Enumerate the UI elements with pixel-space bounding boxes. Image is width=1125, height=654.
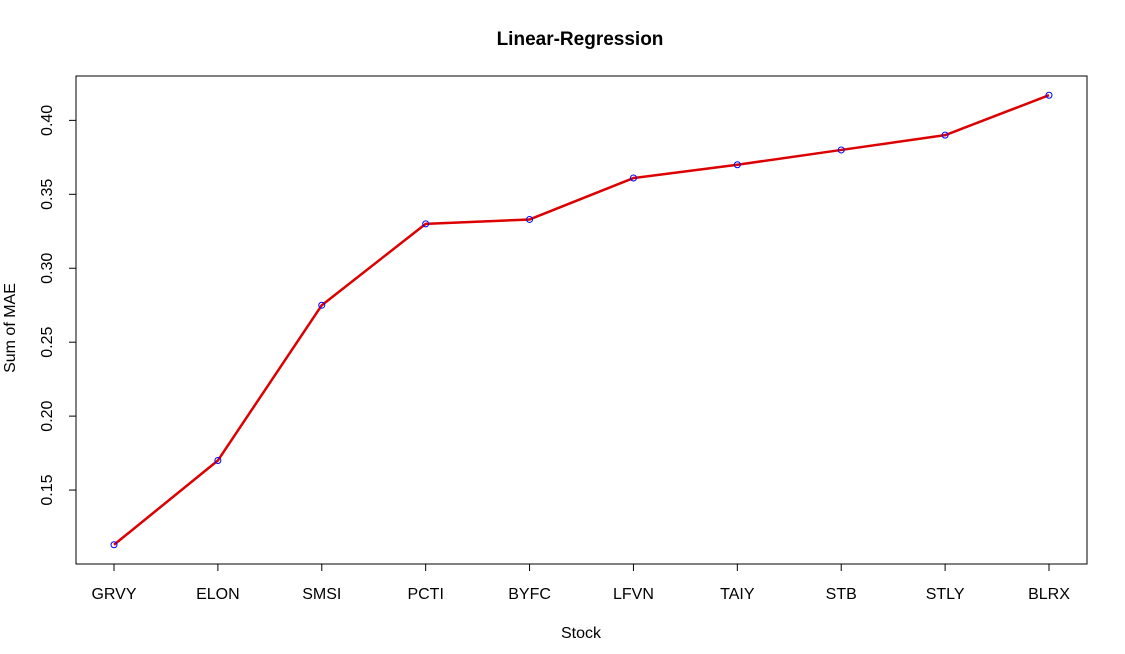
x-tick-label: PCTI (407, 586, 443, 603)
x-axis: GRVY ELON SMSI PCTI BYFC LFVN TAIY STB STLY BLRX (91, 564, 1070, 603)
data-point (1045, 91, 1053, 99)
y-tick-label: 0.20 (39, 400, 56, 431)
series-line (113, 94, 1050, 546)
y-tick-label: 0.30 (39, 253, 56, 284)
data-point (422, 220, 430, 228)
x-tick-label: STB (826, 586, 857, 603)
data-point (110, 541, 118, 549)
y-axis-label: Sum of MAE (2, 283, 19, 373)
data-point (214, 456, 222, 464)
data-point (941, 131, 949, 139)
x-tick-label: SMSI (302, 586, 341, 603)
y-tick-label: 0.40 (39, 105, 56, 136)
y-tick-label: 0.35 (39, 179, 56, 210)
data-point (318, 301, 326, 309)
x-tick-label: LFVN (613, 586, 654, 603)
x-tick-label: BLRX (1028, 586, 1070, 603)
data-point (837, 146, 845, 154)
data-point (526, 215, 534, 223)
data-point (629, 174, 637, 182)
x-tick-label: STLY (926, 586, 965, 603)
data-point (733, 161, 741, 169)
x-axis-label: Stock (561, 625, 602, 642)
x-tick-label: ELON (196, 586, 240, 603)
y-axis: 0.15 0.20 0.25 0.30 0.35 0.40 (39, 105, 76, 506)
y-tick-label: 0.15 (39, 474, 56, 505)
x-tick-label: GRVY (91, 586, 136, 603)
x-tick-label: BYFC (508, 586, 551, 603)
x-tick-label: TAIY (720, 586, 755, 603)
series-group (110, 91, 1053, 549)
plot-frame (75, 75, 1088, 565)
chart-title: Linear-Regression (497, 29, 664, 50)
y-tick-label: 0.25 (39, 327, 56, 358)
